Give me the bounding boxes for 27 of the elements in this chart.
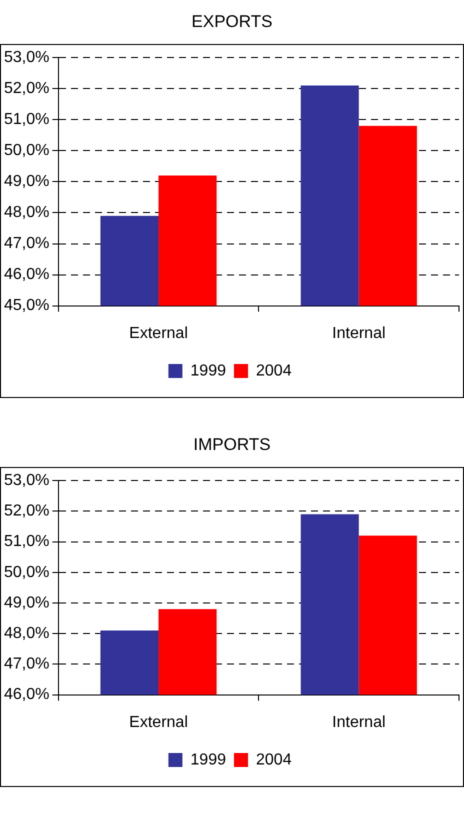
- y-tick-label: 47,0%: [4, 656, 50, 673]
- y-tick-label: 49,0%: [4, 173, 50, 190]
- y-tick-label: 49,0%: [4, 594, 50, 612]
- y-tick-label: 50,0%: [4, 142, 50, 160]
- legend-label: 1999: [190, 751, 226, 768]
- y-tick-label: 46,0%: [4, 266, 50, 284]
- y-tick-label: 48,0%: [4, 625, 50, 642]
- legend-label: 1999: [190, 362, 226, 380]
- y-tick-label: 53,0%: [4, 49, 50, 66]
- x-tick-label: External: [129, 714, 188, 731]
- y-tick-label: 45,0%: [4, 297, 50, 314]
- y-tick-label: 51,0%: [4, 533, 50, 550]
- x-tick-label: External: [129, 324, 188, 342]
- legend-label: 2004: [256, 751, 292, 768]
- y-tick-label: 48,0%: [4, 204, 50, 222]
- chart-title: EXPORTS: [190, 11, 274, 33]
- y-tick-label: 50,0%: [4, 564, 50, 581]
- chart-title: IMPORTS: [192, 434, 272, 456]
- y-tick-label: 52,0%: [4, 80, 50, 98]
- y-tick-label: 52,0%: [4, 502, 50, 520]
- x-tick-label: Internal: [332, 324, 386, 342]
- legend-label: 2004: [256, 362, 292, 380]
- y-tick-label: 51,0%: [4, 111, 50, 128]
- x-tick-label: Internal: [332, 714, 386, 731]
- y-tick-label: 53,0%: [4, 472, 50, 490]
- y-tick-label: 46,0%: [4, 686, 50, 704]
- y-tick-label: 47,0%: [4, 235, 50, 252]
